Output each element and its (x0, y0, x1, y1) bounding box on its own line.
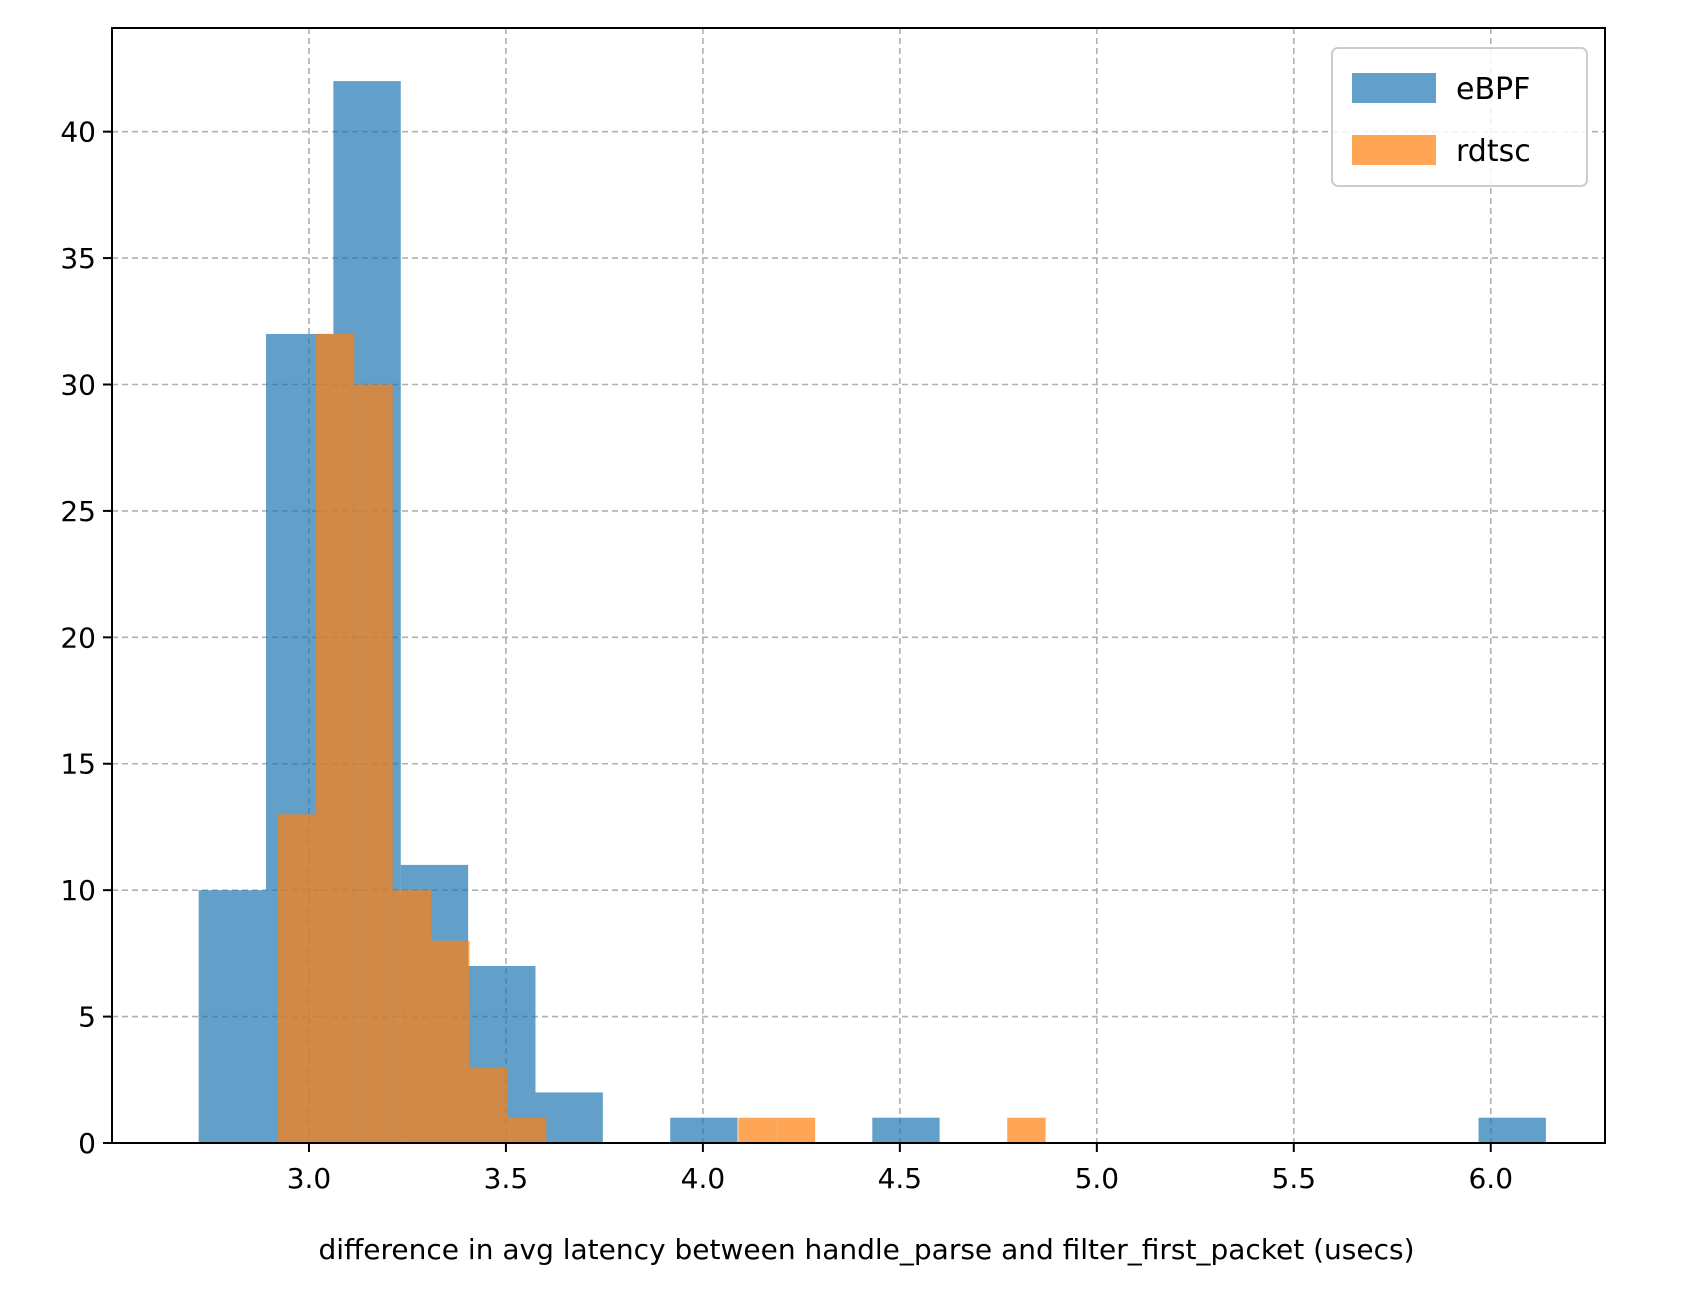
histogram-bar-rdtsc (392, 890, 432, 1143)
histogram-bar-rdtsc (277, 814, 316, 1143)
histogram-bar-rdtsc (354, 384, 393, 1144)
histogram-bar-rdtsc (315, 333, 355, 1144)
legend-label-ebpf: eBPF (1456, 72, 1530, 107)
legend: eBPF rdtsc (1331, 47, 1588, 187)
y-tick-label: 5 (78, 1001, 96, 1034)
legend-swatch-ebpf (1352, 73, 1436, 103)
y-tick-label: 0 (78, 1127, 96, 1160)
y-axis-ticks: 0 5 10 15 20 25 30 35 40 (60, 116, 112, 1160)
x-tick-label: 3.0 (287, 1162, 332, 1195)
x-tick-label: 3.5 (484, 1162, 529, 1195)
legend-label-rdtsc: rdtsc (1456, 134, 1531, 169)
y-tick-label: 40 (60, 116, 96, 149)
histogram-bar-ebpf (670, 1117, 738, 1143)
histogram-bar-ebpf (1478, 1117, 1546, 1143)
x-axis-ticks: 3.0 3.5 4.0 4.5 5.0 5.5 6.0 (287, 1143, 1513, 1195)
histogram-bar-ebpf (872, 1117, 940, 1143)
y-tick-label: 20 (60, 621, 96, 654)
y-tick-label: 30 (60, 368, 96, 401)
histogram-bar-rdtsc (507, 1117, 547, 1143)
x-axis-label: difference in avg latency between handle… (318, 1233, 1414, 1266)
x-tick-label: 4.5 (878, 1162, 923, 1195)
x-tick-label: 4.0 (681, 1162, 726, 1195)
y-tick-label: 25 (60, 495, 96, 528)
legend-swatch-rdtsc (1352, 135, 1436, 165)
histogram-bar-rdtsc (738, 1117, 777, 1143)
histogram-bar-rdtsc (1007, 1117, 1046, 1143)
histogram-bar-rdtsc (431, 940, 470, 1143)
x-tick-label: 5.5 (1272, 1162, 1317, 1195)
y-tick-label: 35 (60, 242, 96, 275)
histogram-bars (198, 81, 1546, 1144)
x-tick-label: 6.0 (1468, 1162, 1513, 1195)
histogram-bar-ebpf (535, 1092, 603, 1143)
x-tick-label: 5.0 (1075, 1162, 1120, 1195)
plot-area-frame (111, 27, 1606, 1144)
histogram-bar-ebpf (198, 890, 267, 1143)
histogram-bar-rdtsc (469, 1067, 508, 1143)
y-tick-label: 15 (60, 748, 96, 781)
y-tick-label: 10 (60, 874, 96, 907)
histogram-bar-rdtsc (776, 1117, 816, 1143)
